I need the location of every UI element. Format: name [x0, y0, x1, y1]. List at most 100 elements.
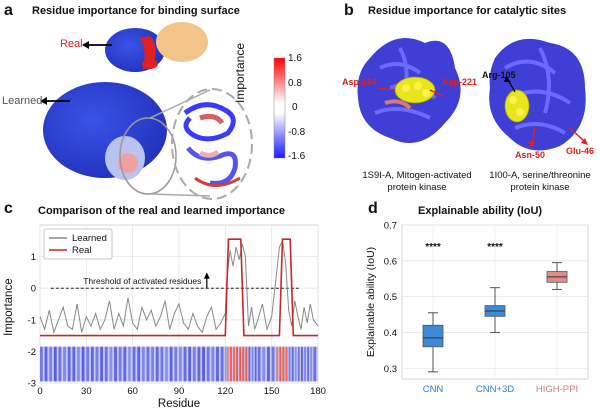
strip-cell	[257, 346, 261, 382]
strip-cell	[288, 346, 291, 382]
panel-d-title: Explainable ability (IoU)	[418, 205, 543, 217]
x-tick-label: 150	[264, 386, 280, 397]
strip-cell	[174, 346, 178, 382]
colorbar-tick: 0	[292, 102, 298, 113]
strip-cell	[197, 346, 201, 382]
strip-cell	[95, 346, 99, 382]
strip-cell	[202, 346, 205, 382]
strip-cell	[192, 346, 196, 382]
y-tick-label: 0.5	[384, 292, 397, 303]
panel-b-letter: b	[344, 2, 354, 19]
y-tick-label: 0.3	[384, 364, 397, 375]
strip-cell	[114, 346, 117, 382]
protein-1i00	[489, 38, 588, 151]
strip-cell	[297, 346, 300, 382]
strip-cell	[251, 346, 254, 382]
y-tick-label: 0.6	[384, 256, 397, 267]
x-axis-label: Residue	[158, 398, 200, 410]
zoom-line-top	[149, 89, 211, 119]
x-tick-label: 90	[174, 386, 185, 397]
strip-cell	[123, 346, 127, 382]
strip-cell	[276, 346, 279, 382]
strip-cell	[81, 346, 85, 382]
strip-cell	[245, 346, 248, 382]
panel-a-letter: a	[4, 2, 13, 19]
strip-cell	[132, 346, 136, 382]
panel-d-letter: d	[368, 200, 378, 217]
caption-1s9i: 1S9I-A, Mitogen-activated protein kinase	[352, 170, 482, 194]
caption-1s9i-line1: 1S9I-A, Mitogen-activated	[362, 170, 472, 181]
strip-cell	[63, 346, 66, 382]
strip-cell	[236, 346, 238, 382]
caption-1i00: 1I00-A, serine/threonine protein kinase	[480, 170, 600, 194]
strip-cell	[313, 346, 317, 382]
legend-label: Learned	[72, 233, 107, 244]
strip-cell	[225, 346, 227, 382]
zoom-cartoon	[171, 88, 253, 200]
colorbar-ticks: 1.6 0.8 0 -0.8 -1.6	[288, 53, 305, 163]
strip-cell	[53, 346, 57, 382]
real-surface	[105, 22, 208, 72]
threshold-label: Threshold of activated residues	[83, 276, 201, 286]
box-plot-iou: 0.3 0.4 0.5 0.6 0.7 **** CNN **** CNN+3D HIGH-PPI…	[365, 221, 589, 395]
strip-cell	[128, 346, 131, 382]
strip-cell	[220, 346, 224, 382]
strip-cell	[109, 346, 113, 382]
caption-1s9i-line2: protein kinase	[387, 182, 447, 193]
panel-a-figure	[40, 22, 286, 200]
strip-cell	[310, 346, 313, 382]
strip-cell	[137, 346, 141, 382]
significance-label: ****	[425, 242, 441, 253]
x-tick-label: 0	[37, 386, 42, 397]
strip-cell	[211, 346, 215, 382]
residue-label-asp194: Asp-194	[342, 77, 378, 87]
caption-1i00-line1: 1I00-A, serine/threonine	[489, 170, 591, 181]
y-axis-label: Importance	[3, 278, 15, 336]
residue-label-asp221: Asp-221	[442, 77, 478, 87]
legend-label: Real	[72, 245, 92, 256]
strip-cell	[304, 346, 306, 382]
strip-cell	[179, 346, 182, 382]
zoom-line-bottom	[149, 193, 211, 197]
strip-cell	[248, 346, 251, 382]
colorbar-tick: -0.8	[288, 126, 306, 138]
strip-cell	[233, 346, 235, 382]
series-line-learned	[39, 239, 319, 335]
strip-cell	[262, 346, 266, 382]
strip-cell	[282, 346, 285, 382]
strip-cell	[155, 346, 159, 382]
strip-cell	[67, 346, 71, 382]
panel-c-title: Comparison of the real and learned impor…	[38, 205, 285, 217]
panel-b-figure	[357, 38, 588, 151]
colorbar-title: Importance	[233, 42, 247, 103]
y-tick-label: 0	[31, 284, 36, 295]
line-chart-importance: Threshold of activated residuesLearnedRe…	[3, 224, 326, 410]
strip-cell	[146, 346, 150, 382]
x-tick-label: 180	[310, 386, 326, 397]
residue-label-glu46: Glu-46	[566, 146, 595, 156]
y-tick-label: -3	[28, 379, 36, 390]
panel-c-letter: c	[4, 200, 13, 217]
strip-cell	[226, 346, 229, 382]
strip-cell	[183, 346, 187, 382]
colorbar-tick: 0.8	[288, 77, 302, 89]
series-line-real	[40, 238, 318, 337]
strip-cell	[242, 346, 245, 382]
strip-cell	[118, 346, 122, 382]
legend-box	[43, 228, 113, 260]
colorbar	[273, 57, 286, 159]
strip-cell	[285, 346, 288, 382]
colorbar-tick: -1.6	[288, 151, 306, 162]
learned-surface	[43, 82, 177, 195]
colorbar-tick: 1.6	[288, 53, 302, 64]
strip-cell	[100, 346, 104, 382]
strip-cell	[279, 346, 282, 382]
strip-cell	[86, 346, 90, 382]
strip-cell	[49, 346, 53, 382]
strip-cell	[58, 346, 62, 382]
residue-label-arg105: Arg-105	[482, 70, 516, 80]
strip-cell	[77, 346, 80, 382]
x-tick-label: 30	[81, 386, 92, 397]
strip-cell	[254, 346, 257, 382]
